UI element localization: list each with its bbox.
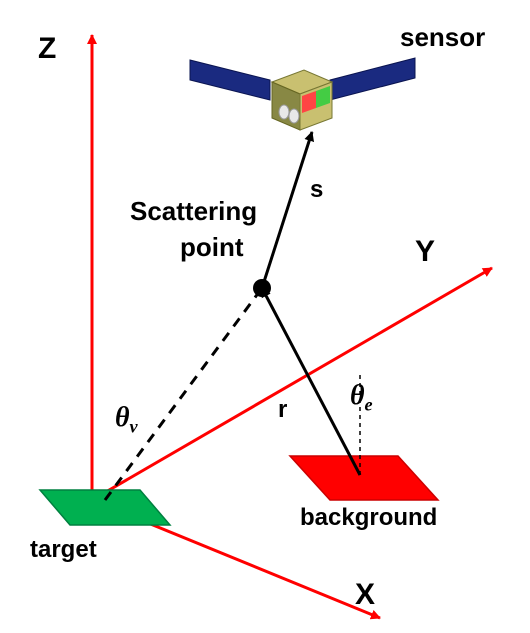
theta-v-label: θv	[115, 402, 138, 438]
s-vector	[262, 132, 312, 288]
x-axis-label: X	[355, 578, 375, 612]
s-vector-label: s	[310, 176, 323, 204]
scattering-label-1: Scattering	[130, 196, 257, 227]
r-vector-label: r	[278, 396, 287, 424]
r-vector	[262, 288, 360, 475]
background-patch	[290, 456, 438, 500]
y-axis-label: Y	[415, 235, 435, 269]
target-patch	[40, 490, 170, 525]
scattering-point	[253, 279, 271, 297]
sensor-label: sensor	[400, 22, 485, 53]
theta-v-dashed	[105, 288, 262, 500]
background-label: background	[300, 504, 437, 532]
target-label: target	[30, 536, 97, 564]
theta-e-label: θe	[350, 380, 373, 416]
z-axis-label: Z	[38, 32, 56, 66]
scattering-label-2: point	[180, 232, 244, 263]
sensor-graphic	[190, 58, 415, 130]
y-axis	[92, 268, 492, 500]
